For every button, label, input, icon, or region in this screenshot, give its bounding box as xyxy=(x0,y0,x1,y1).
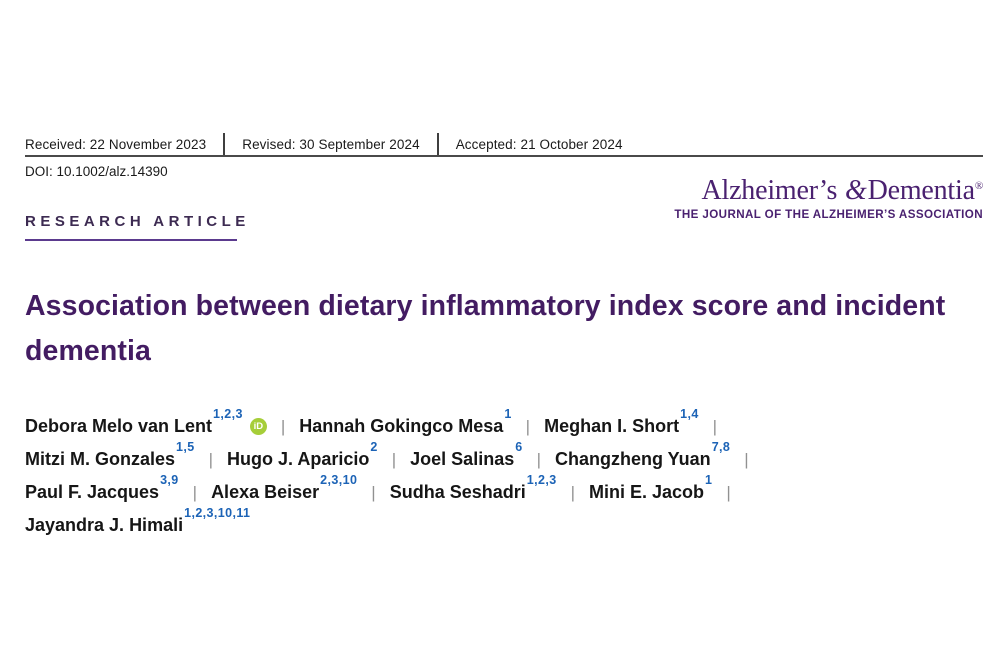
affiliation-superscript[interactable]: 1 xyxy=(504,407,512,421)
orcid-icon[interactable]: iD xyxy=(249,418,267,435)
affiliation-superscript[interactable]: 1 xyxy=(705,473,713,487)
author-name: Hannah Gokingco Mesa1 xyxy=(299,407,512,436)
affiliation-superscript[interactable]: 2,3,10 xyxy=(320,473,358,487)
author-separator: | xyxy=(726,483,731,502)
journal-name-word1: Alzheimer’s xyxy=(701,175,838,206)
author-name: Alexa Beiser2,3,10 xyxy=(211,473,358,502)
author-separator: | xyxy=(525,417,531,436)
revised-date: Revised: 30 September 2024 xyxy=(242,137,420,152)
author-list: Debora Melo van Lent1,2,3 iD | Hannah Gokin… xyxy=(25,407,975,542)
author-line: Jayandra J. Himali1,2,3,10,11 xyxy=(25,506,975,542)
author-separator: | xyxy=(208,450,214,469)
journal-tagline: THE JOURNAL OF THE ALZHEIMER’S ASSOCIATI… xyxy=(674,208,983,222)
kicker-underline xyxy=(25,239,237,241)
date-divider xyxy=(223,133,226,156)
affiliation-superscript[interactable]: 1,2,3,10,11 xyxy=(184,506,251,520)
article-type-kicker: RESEARCH ARTICLE xyxy=(25,213,250,241)
author-name: Mitzi M. Gonzales1,5 xyxy=(25,440,195,469)
accepted-date: Accepted: 21 October 2024 xyxy=(455,137,623,152)
affiliation-superscript[interactable]: 1,4 xyxy=(680,407,699,421)
author-name: Debora Melo van Lent1,2,3 xyxy=(25,407,243,436)
author-name: Hugo J. Aparicio2 xyxy=(227,440,378,469)
doi: DOI: 10.1002/alz.14390 xyxy=(25,164,168,179)
date-divider xyxy=(436,133,439,156)
author-name: Joel Salinas6 xyxy=(410,440,523,469)
affiliation-superscript[interactable]: 3,9 xyxy=(160,473,179,487)
manuscript-dates: Received: 22 November 2023 Revised: 30 S… xyxy=(25,133,623,156)
author-separator: | xyxy=(192,483,198,502)
affiliation-superscript[interactable]: 1,5 xyxy=(176,440,195,454)
author-separator: | xyxy=(744,450,749,469)
affiliation-superscript[interactable]: 6 xyxy=(515,440,523,454)
author-separator: | xyxy=(371,483,376,502)
author-name: Paul F. Jacques3,9 xyxy=(25,473,179,502)
author-separator: | xyxy=(712,417,718,436)
affiliation-superscript[interactable]: 7,8 xyxy=(711,440,731,454)
author-separator: | xyxy=(391,450,397,469)
author-line: Paul F. Jacques3,9 | Alexa Beiser2,3,10 | Su… xyxy=(25,473,975,509)
received-date: Received: 22 November 2023 xyxy=(25,137,207,152)
author-line: Debora Melo van Lent1,2,3 iD | Hannah Gokin… xyxy=(25,407,975,443)
author-name: Changzheng Yuan7,8 xyxy=(555,440,731,469)
author-name: Jayandra J. Himali1,2,3,10,11 xyxy=(25,506,251,535)
author-separator: | xyxy=(570,483,575,502)
article-type-label: RESEARCH ARTICLE xyxy=(25,213,250,230)
journal-name: Alzheimer’s &Dementia® xyxy=(674,176,983,205)
author-line: Mitzi M. Gonzales1,5 | Hugo J. Aparicio2 | J… xyxy=(25,440,975,476)
affiliation-superscript[interactable]: 1,2,3 xyxy=(213,407,243,421)
header-rule xyxy=(25,155,983,157)
affiliation-superscript[interactable]: 1,2,3 xyxy=(526,473,557,487)
author-separator: | xyxy=(536,450,541,469)
registered-trademark: ® xyxy=(974,180,983,192)
article-title: Association between dietary inflammatory… xyxy=(25,290,946,367)
author-name: Meghan I. Short1,4 xyxy=(544,407,699,436)
journal-logo: Alzheimer’s &Dementia® THE JOURNAL OF TH… xyxy=(674,176,983,222)
author-name: Mini E. Jacob1 xyxy=(589,473,713,502)
journal-ampersand: & xyxy=(844,175,867,206)
affiliation-superscript[interactable]: 2 xyxy=(370,440,378,454)
author-separator: | xyxy=(280,417,286,436)
journal-name-word2: Dementia xyxy=(867,175,975,206)
author-name: Sudha Seshadri1,2,3 xyxy=(389,473,557,502)
